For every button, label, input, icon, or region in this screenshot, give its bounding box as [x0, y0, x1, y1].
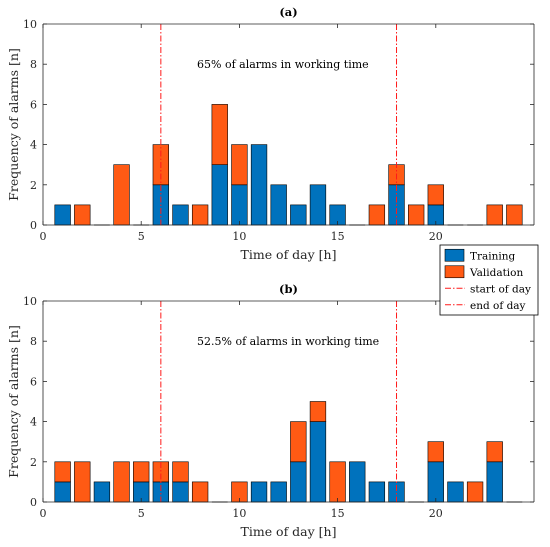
- legend-swatch-validation: [444, 265, 465, 279]
- bar-training: [368, 481, 386, 503]
- chart-panel-b: 0 5 10 15 20 0 2 4 6 8 10 (b) 52.5% of alarms in wor…: [6, 282, 535, 539]
- y-axis-label: Frequency of alarms [n]: [6, 48, 21, 201]
- chart-title: (a): [279, 5, 297, 19]
- bar-validation: [486, 441, 503, 463]
- bar-validation: [368, 204, 386, 226]
- x-tick-label: 5: [138, 230, 145, 243]
- bar-training: [250, 481, 268, 503]
- y-tick-label: 0: [30, 219, 37, 232]
- bar-validation: [74, 461, 91, 503]
- x-tick-label: 15: [331, 230, 345, 243]
- x-axis-label: Time of day [h]: [241, 524, 337, 539]
- legend-swatch-training: [444, 248, 465, 262]
- bar-training: [309, 184, 327, 226]
- bar-validation: [74, 204, 91, 226]
- bar-training: [250, 144, 268, 226]
- bar-validation: [113, 164, 130, 226]
- bar-validation: [290, 421, 307, 463]
- bar-validation: [427, 441, 444, 463]
- bar-training: [54, 204, 71, 226]
- bar-validation: [408, 204, 425, 226]
- bar-training: [93, 481, 111, 503]
- bar-validation: [211, 104, 228, 166]
- y-tick-label: 6: [30, 375, 37, 388]
- bar-training: [172, 481, 189, 503]
- bar-validation: [172, 461, 189, 483]
- bar-training: [290, 461, 307, 503]
- y-tick-label: 2: [30, 456, 37, 469]
- bar-training: [211, 164, 228, 226]
- bar-validation: [466, 481, 484, 503]
- bar-training: [172, 204, 189, 226]
- legend-label-training: Training: [470, 250, 516, 262]
- bar-training: [54, 481, 71, 503]
- bar-validation: [506, 204, 523, 226]
- bar-validation: [427, 184, 444, 206]
- x-tick-label: 10: [232, 507, 246, 520]
- bar-validation: [329, 461, 346, 503]
- chart-annotation: 65% of alarms in working time: [197, 58, 369, 71]
- y-tick-label: 4: [30, 416, 37, 429]
- legend-label-validation: Validation: [469, 267, 523, 279]
- bar-training: [290, 204, 307, 226]
- bar-training: [349, 461, 366, 503]
- bar-training: [427, 461, 444, 503]
- y-tick-label: 2: [30, 179, 37, 192]
- y-tick-label: 8: [30, 58, 37, 71]
- bar-training: [231, 184, 248, 226]
- bar-training: [447, 481, 464, 503]
- bar-training: [270, 184, 287, 226]
- bar-training: [270, 481, 287, 503]
- x-tick-label: 20: [429, 507, 443, 520]
- legend: Training Validation start of day end of day: [439, 244, 539, 316]
- y-tick-label: 10: [23, 295, 37, 308]
- y-axis-label: Frequency of alarms [n]: [6, 325, 21, 478]
- bar-training: [486, 461, 503, 503]
- y-tick-label: 0: [30, 496, 37, 509]
- bar-validation: [133, 461, 150, 483]
- bar-validation: [309, 401, 327, 422]
- x-tick-label: 20: [429, 230, 443, 243]
- legend-label-start: start of day: [470, 283, 531, 295]
- x-tick-label: 10: [232, 230, 246, 243]
- chart-annotation: 52.5% of alarms in working time: [197, 335, 379, 348]
- bar-validation: [54, 461, 71, 483]
- y-tick-label: 8: [30, 335, 37, 348]
- bar-validation: [486, 204, 503, 226]
- bar-validation: [113, 461, 130, 503]
- legend-label-end: end of day: [470, 300, 526, 312]
- bar-validation: [191, 204, 209, 226]
- y-tick-label: 6: [30, 98, 37, 111]
- y-tick-label: 10: [23, 18, 37, 31]
- y-tick-label: 4: [30, 139, 37, 152]
- bar-training: [309, 421, 327, 503]
- chart-panel-a: 0 5 10 15 20 0 2 4 6 8 10 (a) 65% of alarms in worki…: [6, 5, 535, 262]
- x-tick-label: 15: [331, 507, 345, 520]
- x-tick-label: 0: [40, 230, 47, 243]
- chart-title: (b): [279, 282, 298, 296]
- x-tick-label: 5: [138, 507, 145, 520]
- bar-validation: [231, 144, 248, 186]
- bar-validation: [191, 481, 209, 503]
- x-axis-label: Time of day [h]: [241, 247, 337, 262]
- x-tick-label: 0: [40, 507, 47, 520]
